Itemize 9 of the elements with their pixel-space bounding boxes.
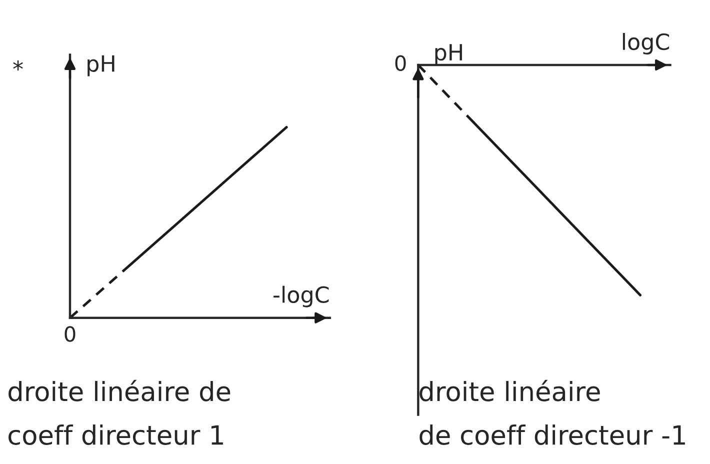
x-axis-title: logC xyxy=(622,32,670,54)
text: droite linéaire de coeff directeur 1 xyxy=(8,380,230,445)
text: 0 xyxy=(64,326,76,342)
text: 0 xyxy=(395,55,406,72)
x-axis-title: -logC xyxy=(274,286,329,308)
y-axis-title: pH xyxy=(435,44,462,65)
text: * xyxy=(13,60,23,71)
y-axis-title: pH xyxy=(88,55,114,76)
text: droite linéaire de coeff directeur -1 xyxy=(420,380,685,445)
